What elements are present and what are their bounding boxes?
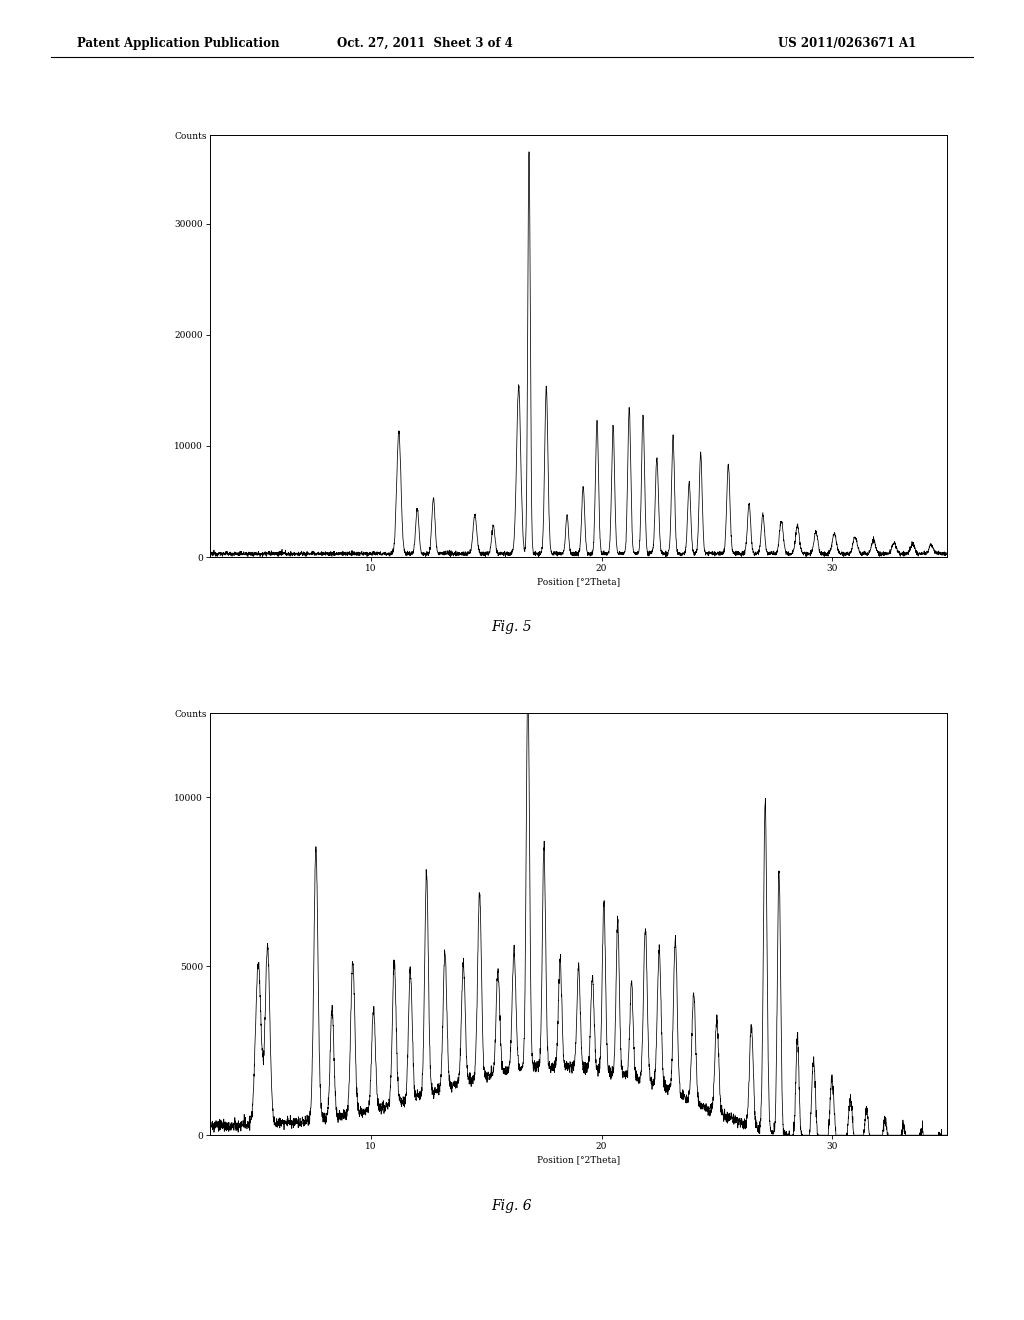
- Text: Counts: Counts: [174, 710, 207, 719]
- X-axis label: Position [°2Theta]: Position [°2Theta]: [537, 577, 621, 586]
- Text: Patent Application Publication: Patent Application Publication: [77, 37, 280, 50]
- Text: Oct. 27, 2011  Sheet 3 of 4: Oct. 27, 2011 Sheet 3 of 4: [337, 37, 513, 50]
- X-axis label: Position [°2Theta]: Position [°2Theta]: [537, 1155, 621, 1164]
- Text: Fig. 5: Fig. 5: [492, 620, 532, 635]
- Text: Fig. 6: Fig. 6: [492, 1199, 532, 1213]
- Text: Counts: Counts: [174, 132, 207, 141]
- Text: US 2011/0263671 A1: US 2011/0263671 A1: [778, 37, 916, 50]
